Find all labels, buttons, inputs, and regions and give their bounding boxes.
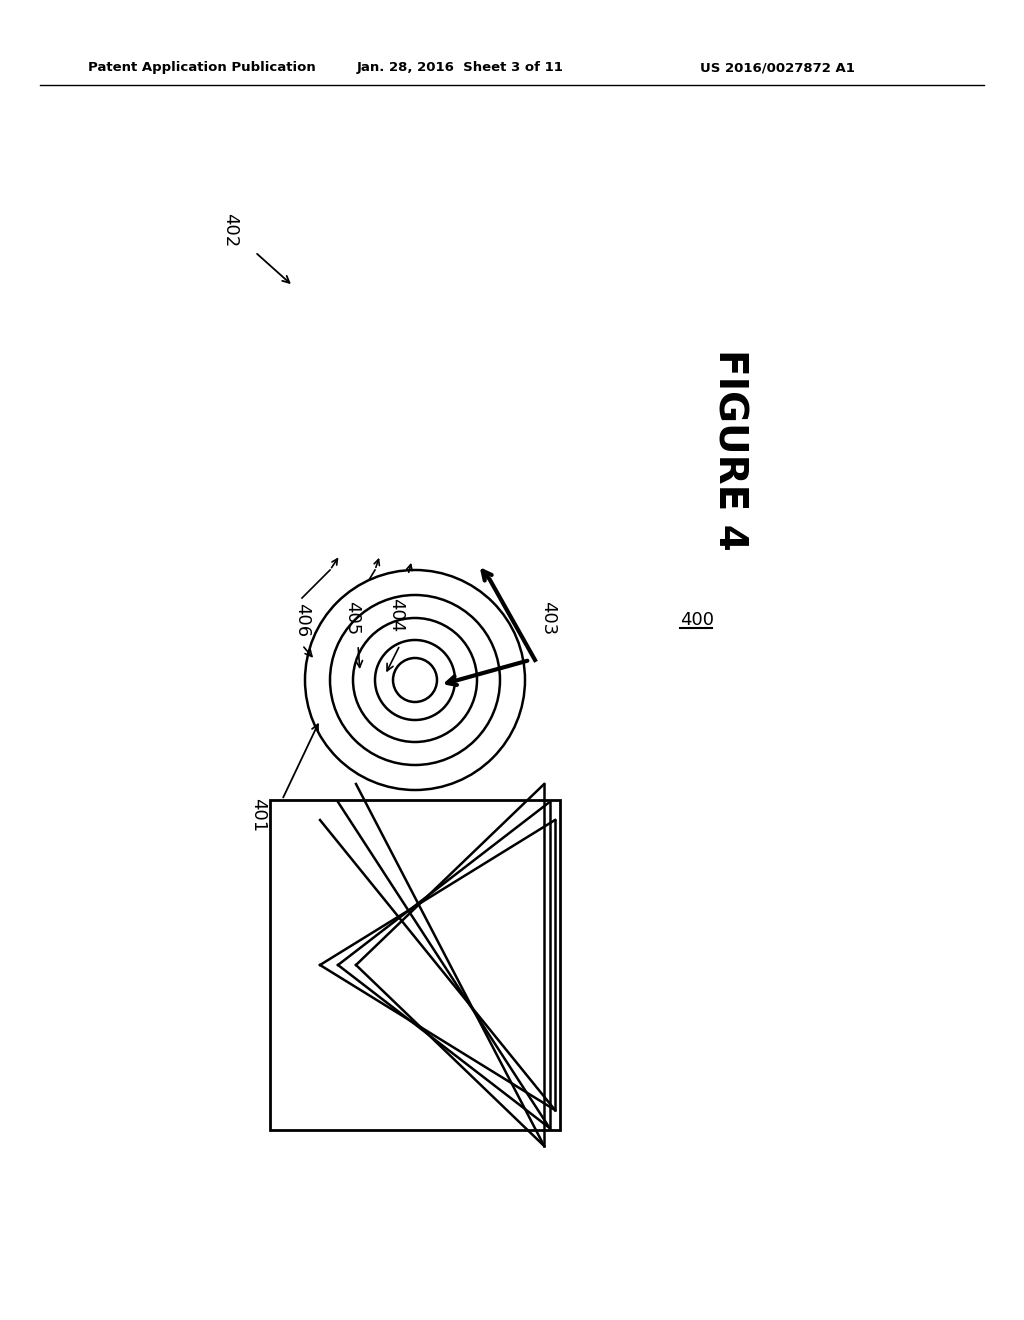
Text: Jan. 28, 2016  Sheet 3 of 11: Jan. 28, 2016 Sheet 3 of 11 xyxy=(356,62,563,74)
Text: Patent Application Publication: Patent Application Publication xyxy=(88,62,315,74)
Text: 405: 405 xyxy=(343,601,361,635)
Text: FIGURE 4: FIGURE 4 xyxy=(711,348,749,550)
Text: US 2016/0027872 A1: US 2016/0027872 A1 xyxy=(700,62,855,74)
Ellipse shape xyxy=(393,657,437,702)
Text: 402: 402 xyxy=(221,213,239,247)
Text: 400: 400 xyxy=(680,611,714,630)
Text: 403: 403 xyxy=(539,601,557,635)
Text: 401: 401 xyxy=(249,797,267,832)
Text: 404: 404 xyxy=(387,598,406,632)
Text: 406: 406 xyxy=(293,603,311,638)
Ellipse shape xyxy=(305,570,525,789)
Ellipse shape xyxy=(353,618,477,742)
Ellipse shape xyxy=(330,595,500,766)
Bar xyxy=(270,800,560,1130)
Ellipse shape xyxy=(375,640,455,719)
